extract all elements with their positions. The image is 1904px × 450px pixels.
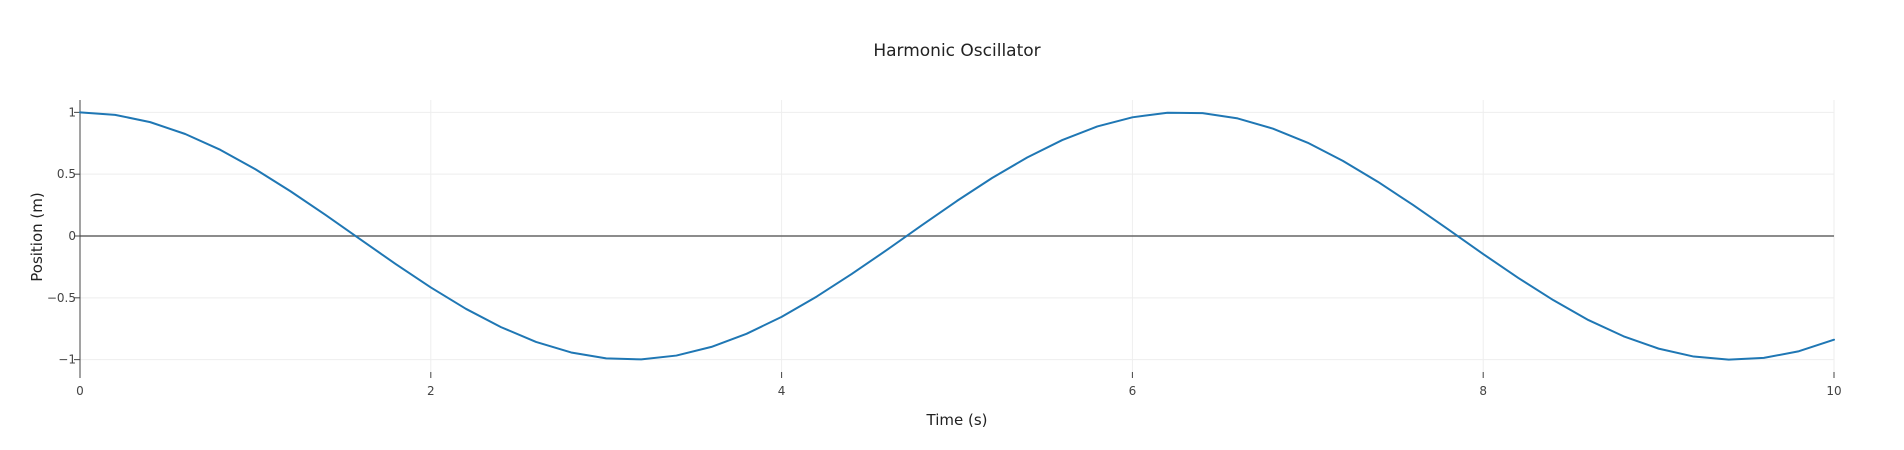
y-tick-label: −0.5 <box>47 291 76 305</box>
ticks-layer: 0 2 4 6 8 10 −1 −0.5 0 0.5 1 <box>47 105 1842 398</box>
x-tick-label: 4 <box>778 384 786 398</box>
x-tick-label: 2 <box>427 384 435 398</box>
x-tick-label: 6 <box>1129 384 1137 398</box>
grid-layer <box>80 100 1835 372</box>
y-tick-label: 1 <box>68 105 76 119</box>
series-layer <box>79 111 1835 361</box>
x-tick-label: 8 <box>1479 384 1487 398</box>
y-tick-label: 0 <box>68 229 76 243</box>
y-tick-label: −1 <box>58 353 76 367</box>
y-axis-title: Position (m) <box>28 192 46 282</box>
x-tick-label: 0 <box>76 384 84 398</box>
series-line <box>79 111 1835 361</box>
y-tick-label: 0.5 <box>57 167 76 181</box>
chart-title: Harmonic Oscillator <box>873 41 1040 61</box>
x-tick-label: 10 <box>1826 384 1841 398</box>
x-axis-title: Time (s) <box>926 411 988 429</box>
